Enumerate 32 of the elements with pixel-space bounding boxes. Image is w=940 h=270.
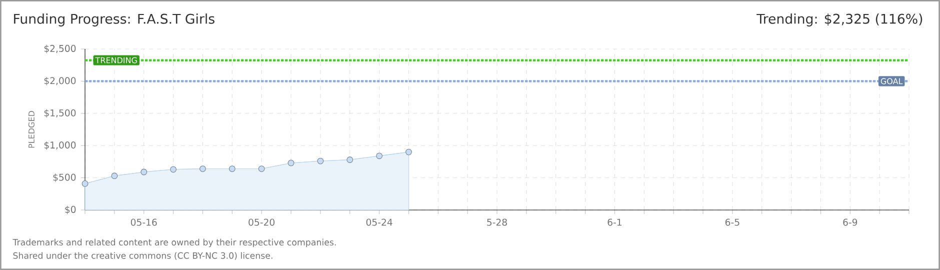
y-tick-label: $0 xyxy=(65,206,76,214)
point xyxy=(82,180,88,187)
x-tick-label: 6-9 xyxy=(843,218,858,226)
point xyxy=(228,166,236,172)
x-tick-label: 6-1 xyxy=(608,218,622,226)
chart-subtitle: Trending: $2,325 (116%) xyxy=(756,14,922,26)
ref-line-label: GOAL xyxy=(880,78,903,84)
x-tick-label: 05-20 xyxy=(248,218,275,226)
x-tick-label: 6-5 xyxy=(725,218,740,226)
point xyxy=(170,166,176,173)
point xyxy=(317,158,324,164)
y-tick-label: $500 xyxy=(53,174,76,182)
x-tick-label: 05-16 xyxy=(130,218,157,226)
y-tick-label: $1,500 xyxy=(44,109,76,118)
x-tick-label: 5-28 xyxy=(487,218,507,226)
point xyxy=(406,148,412,156)
y-tick-label: $2,000 xyxy=(44,76,76,86)
y-tick-label: $1,000 xyxy=(44,141,76,150)
y-tick-label: $2,500 xyxy=(44,44,76,54)
point xyxy=(111,172,118,180)
point xyxy=(140,168,148,176)
text: Shared under the creative commons (CC BY-NC 3.0) license. xyxy=(13,252,272,260)
point xyxy=(376,152,382,160)
ref-line-label: TRENDING xyxy=(95,57,137,64)
point xyxy=(346,156,354,163)
text: Trademarks and related content are owned by their respective companies. xyxy=(12,238,336,248)
point xyxy=(288,160,294,166)
chart-title: Funding Progress: F.A.S.T Girls xyxy=(14,14,214,26)
point xyxy=(258,166,265,172)
x-tick-label: 05-24 xyxy=(366,218,392,226)
y-axis-title: PLEDGED xyxy=(28,111,34,148)
point xyxy=(200,166,206,172)
